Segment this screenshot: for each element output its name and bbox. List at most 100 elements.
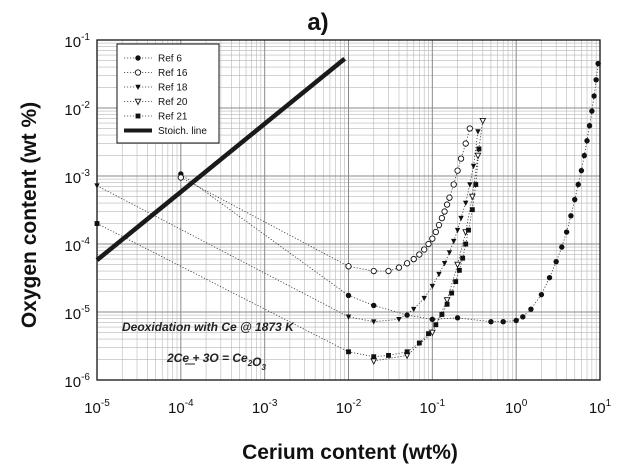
- data-point: [429, 235, 436, 242]
- x-tick-label: 10-3: [252, 398, 278, 417]
- data-point: [416, 251, 423, 258]
- data-point: [345, 263, 352, 270]
- x-tick-labels: 10-5 10-4 10-3 10-2 10-1 100 101: [84, 398, 611, 417]
- data-point: [421, 295, 427, 302]
- data-point: [458, 215, 464, 222]
- x-tick-label: 101: [589, 398, 612, 417]
- data-point: [346, 349, 351, 355]
- data-point: [546, 274, 553, 281]
- y-tick-label: 10-1: [64, 32, 90, 51]
- series-guide-line: [373, 120, 484, 362]
- data-point: [432, 228, 439, 236]
- y-tick-label: 10-3: [64, 168, 90, 187]
- data-point: [443, 297, 451, 304]
- data-point: [467, 182, 473, 188]
- data-point: [370, 267, 377, 275]
- data-point: [470, 163, 477, 170]
- data-point: [425, 240, 432, 248]
- data-point: [463, 241, 469, 247]
- y-tick-label: 10-5: [64, 304, 90, 323]
- legend-label: Ref 20: [158, 97, 188, 108]
- data-point: [386, 352, 391, 358]
- data-point: [473, 182, 479, 187]
- data-point: [421, 246, 428, 253]
- data-point: [436, 271, 442, 278]
- data-point: [403, 260, 411, 267]
- legend-swatch-marker: [135, 113, 141, 119]
- x-tick-label: 10-2: [336, 398, 362, 417]
- data-series: [94, 57, 601, 366]
- legend-item: Ref 21: [124, 112, 188, 123]
- data-point: [404, 349, 410, 355]
- data-point: [589, 108, 595, 114]
- data-point: [462, 140, 469, 147]
- data-point: [385, 267, 392, 275]
- legend-swatch-marker: [135, 55, 141, 61]
- stoich-line: [95, 57, 347, 262]
- legend-item: Ref 20: [124, 97, 188, 108]
- data-point: [575, 181, 581, 188]
- data-point: [416, 340, 422, 346]
- data-point: [435, 221, 443, 229]
- series-guide-line: [96, 131, 479, 323]
- data-point: [520, 314, 526, 320]
- data-point: [426, 331, 431, 337]
- legend-item: Ref 16: [124, 68, 188, 79]
- deoxidation-annotation: Deoxidation with Ce @ 1873 K: [122, 320, 295, 334]
- series-guide-line: [180, 128, 471, 272]
- data-point: [177, 174, 184, 181]
- x-axis-title: Cerium content (wt%): [242, 441, 458, 464]
- data-point: [466, 125, 473, 132]
- data-point: [563, 229, 570, 235]
- data-point: [410, 255, 417, 263]
- data-point: [450, 181, 457, 188]
- data-point: [438, 214, 446, 222]
- data-point: [441, 208, 448, 215]
- x-tick-label: 10-1: [420, 398, 446, 417]
- data-point: [395, 264, 403, 271]
- legend-item: Stoich. line: [124, 126, 207, 137]
- data-point: [581, 152, 588, 159]
- data-point: [428, 329, 436, 337]
- data-point: [584, 138, 590, 144]
- data-point: [457, 155, 465, 162]
- data-point: [568, 213, 574, 219]
- y-axis-title: Oxygen content (wt %): [18, 102, 41, 328]
- data-point: [441, 261, 448, 267]
- data-point: [476, 146, 482, 152]
- data-point: [345, 292, 352, 299]
- y-tick-label: 10-4: [64, 236, 90, 255]
- data-point: [479, 117, 487, 125]
- data-point: [528, 306, 534, 312]
- series-ref-18: [94, 129, 481, 325]
- data-point: [444, 301, 450, 307]
- legend: Ref 6 Ref 16 Ref 18 Ref 20 Ref 21 Stoich. lin…: [116, 43, 220, 144]
- data-point: [559, 244, 565, 250]
- y-tick-label: 10-2: [64, 100, 90, 119]
- data-point: [475, 129, 481, 135]
- data-point: [474, 152, 482, 160]
- data-point: [404, 312, 410, 318]
- data-point: [593, 77, 599, 83]
- y-tick-labels: 10-6 10-5 10-4 10-3 10-2 10-1: [64, 32, 90, 391]
- data-point: [469, 207, 475, 213]
- data-point: [371, 302, 377, 309]
- data-point: [488, 319, 494, 325]
- data-point: [345, 314, 352, 320]
- legend-label: Ref 21: [158, 112, 188, 123]
- data-point: [446, 194, 453, 201]
- data-point: [429, 316, 436, 323]
- data-point: [578, 167, 585, 174]
- data-point: [396, 317, 402, 323]
- data-point: [513, 317, 519, 324]
- data-point: [454, 261, 462, 269]
- data-point: [451, 238, 457, 245]
- data-point: [454, 227, 461, 234]
- data-point: [553, 258, 559, 265]
- legend-swatch-marker: [134, 69, 142, 76]
- series-guide-line: [180, 63, 599, 323]
- data-point: [443, 201, 451, 208]
- legend-label: Ref 6: [158, 54, 182, 65]
- series-ref-20: [370, 117, 487, 366]
